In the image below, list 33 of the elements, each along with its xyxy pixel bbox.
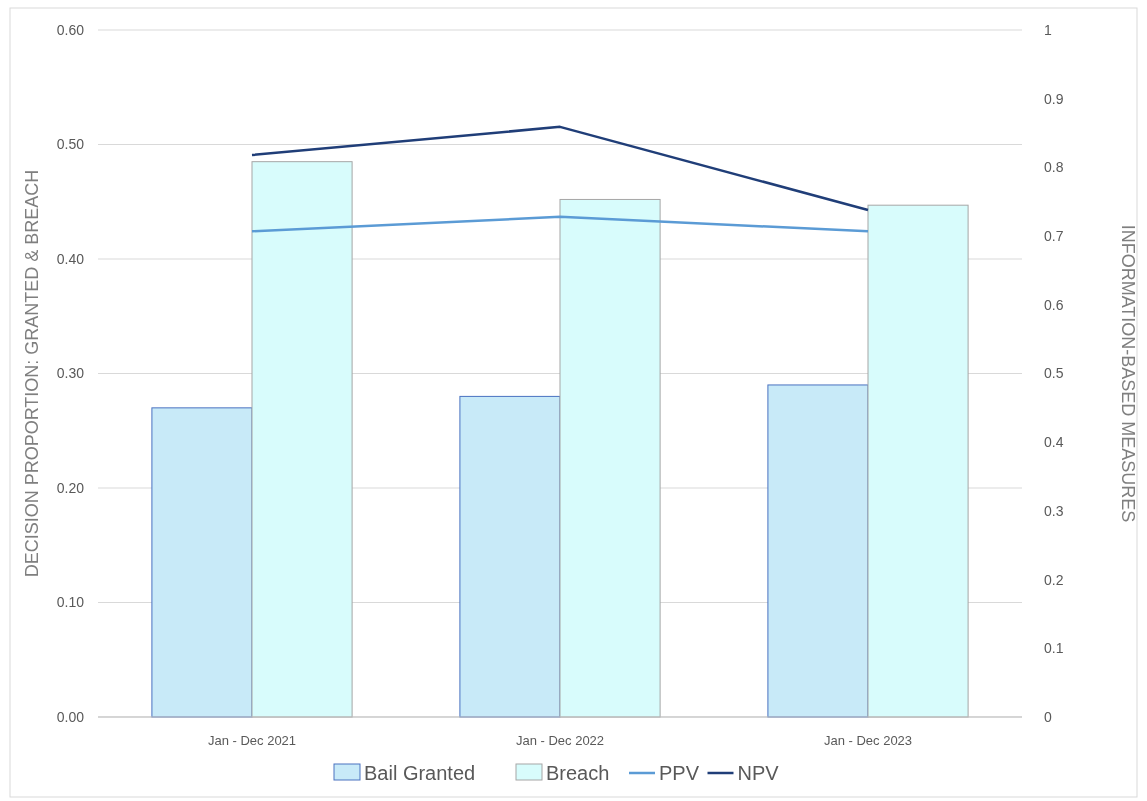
x-tick-label: Jan - Dec 2021 [207,733,297,748]
y-tick-label: 0.20 [56,479,85,496]
y2-tick-label: 0.2 [1044,571,1064,588]
y2-tick-label: 0.7 [1044,228,1064,244]
bar [151,407,253,718]
y2-tick-label: 1 [1044,21,1052,38]
y2-axis-title: INFORMATION-BASED MEASURES [1118,224,1138,523]
bar [559,198,661,718]
y-tick-label: 0.00 [56,708,85,725]
y2-tick-label: 0.1 [1044,640,1064,657]
y2-tick-label: 0 [1044,708,1052,725]
y-tick-label: 0.60 [56,21,85,38]
bar [459,395,561,718]
x-tick-label: Jan - Dec 2023 [823,733,913,748]
y2-tick-label: 0.3 [1044,502,1064,519]
legend-label: Breach [546,762,610,784]
y2-tick-label: 0.9 [1044,90,1064,107]
bar [767,384,869,718]
y2-tick-label: 0.8 [1044,159,1064,176]
legend-label: NPV [737,762,780,784]
y2-tick-label: 0.5 [1044,365,1064,382]
bar [867,204,969,718]
x-tick-label: Jan - Dec 2022 [515,733,605,748]
legend-label: PPV [659,762,700,784]
bar [251,161,353,718]
y2-tick-label: 0.4 [1044,434,1064,451]
y-tick-label: 0.40 [56,250,85,267]
y2-tick-label: 0.6 [1044,296,1064,313]
legend-label: Bail Granted [364,762,476,784]
y-tick-label: 0.50 [56,136,85,153]
y-tick-label: 0.10 [56,594,85,611]
y-axis-title: DECISION PROPORTION: GRANTED & BREACH [22,169,42,578]
y-tick-label: 0.30 [56,365,85,382]
